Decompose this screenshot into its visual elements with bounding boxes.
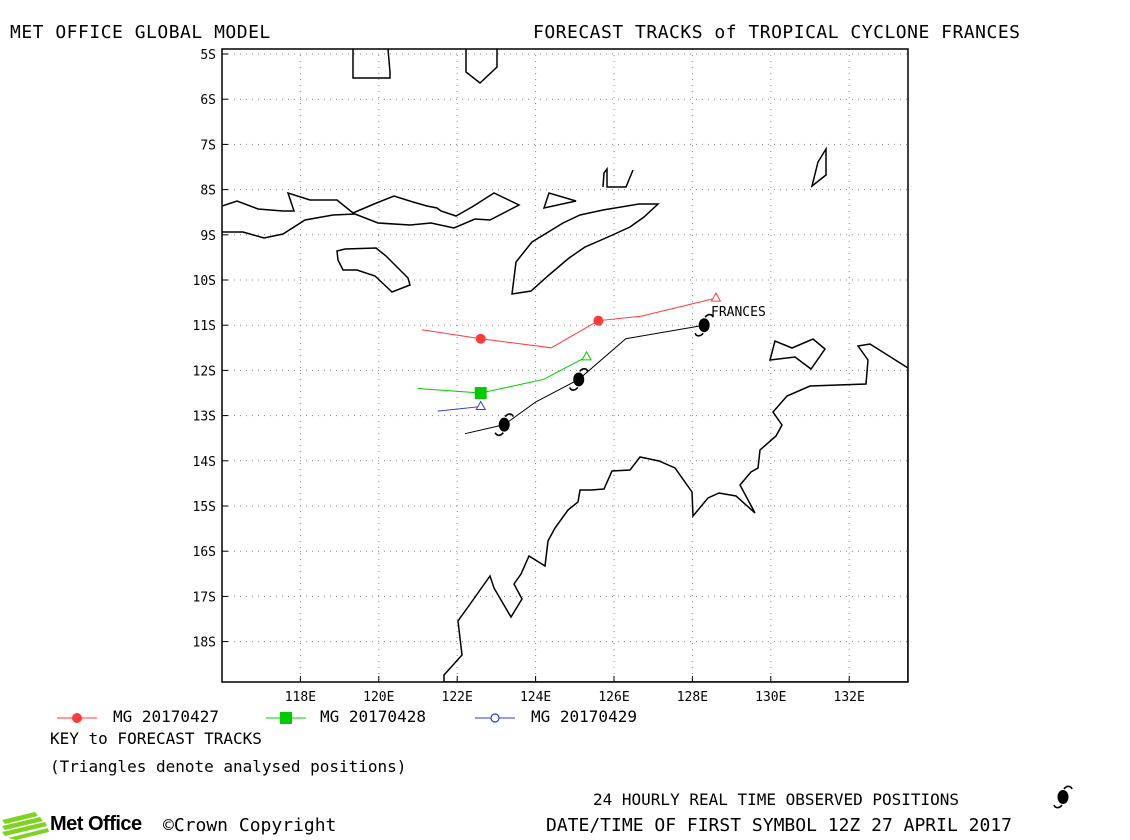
map-frame	[221, 48, 909, 683]
coastline-timor	[511, 203, 660, 295]
coastlines	[222, 49, 908, 682]
tick-label-lat: 14S	[193, 455, 216, 470]
forecast-track-line	[437, 406, 481, 412]
key-title: KEY to FORECAST TRACKS	[50, 729, 262, 748]
cyclone-symbol-body	[573, 372, 585, 387]
forecast-tracks	[417, 292, 722, 437]
coastline-flores-timor-west	[222, 191, 521, 239]
cyclone-symbol-arm	[704, 313, 714, 318]
legend-marker	[490, 713, 500, 723]
chart-title: FORECAST TRACKS of TROPICAL CYCLONE FRAN…	[533, 22, 1021, 43]
copyright-notice: ©Crown Copyright	[163, 815, 337, 836]
coastline-tanimbar	[810, 146, 827, 188]
legend-label-mg20170429: MG 20170429	[531, 707, 637, 726]
analysed-position-triangle	[475, 400, 487, 411]
legend-marker	[72, 713, 82, 723]
tick-label-lat: 8S	[200, 184, 216, 199]
coastline-australia	[443, 343, 908, 682]
cyclone-symbol-arm	[494, 432, 504, 437]
axis-tick-labels: 5S 6S 7S 8S 9S 10S 11S 12S 13S 14S 15S 16S 17S 18S 118…	[193, 48, 865, 705]
tick-label-lon: 120E	[363, 690, 394, 705]
tick-label-lat: 10S	[193, 274, 216, 289]
forecast-track-line	[421, 297, 717, 349]
legend-marker	[280, 712, 292, 724]
coastline-island-top-2	[465, 49, 498, 84]
map-grid	[222, 49, 908, 682]
cyclone-symbol-icon	[1053, 785, 1073, 809]
tick-label-lon: 130E	[755, 690, 786, 705]
tick-label-lat: 7S	[200, 138, 216, 153]
analysed-position-triangle	[581, 350, 592, 361]
tick-label-lat: 11S	[193, 319, 216, 334]
tick-label-lon: 132E	[834, 690, 865, 705]
legend-markers	[57, 712, 515, 724]
tick-label-lat: 18S	[193, 636, 216, 651]
observed-track-line	[464, 324, 705, 435]
tick-label-lat: 9S	[200, 229, 216, 244]
cyclone-symbol-icon	[694, 313, 714, 337]
coastline-small-island	[542, 192, 577, 210]
tick-label-lon: 118E	[285, 690, 316, 705]
tick-label-lat: 12S	[193, 364, 216, 379]
forecast-track-line	[417, 356, 587, 394]
tick-label-lon: 126E	[598, 690, 629, 705]
met-office-logo-icon	[2, 812, 49, 840]
legend-label-mg20170428: MG 20170428	[320, 707, 426, 726]
coastline-wetar	[602, 166, 634, 188]
cyclone-symbol-icon	[494, 413, 514, 437]
forecast-track-marker	[593, 315, 604, 326]
cyclone-symbol-arm	[579, 368, 589, 372]
coastline-island-top-1	[352, 49, 391, 79]
tick-label-lat: 6S	[200, 93, 216, 108]
forecast-track-marker	[474, 387, 487, 399]
tick-label-lat: 5S	[200, 48, 216, 63]
tick-label-lon: 122E	[442, 690, 473, 705]
analysed-position-triangle	[710, 292, 722, 302]
tick-label-lat: 15S	[193, 500, 216, 515]
coastline-islet	[768, 338, 827, 371]
cyclone-symbol-arm	[694, 332, 704, 337]
storm-name-label: FRANCES	[711, 305, 766, 320]
cyclone-symbol-body	[698, 318, 710, 333]
observed-positions-label: 24 HOURLY REAL TIME OBSERVED POSITIONS	[593, 790, 960, 809]
forecast-track-marker	[475, 333, 486, 344]
tick-label-lat: 13S	[193, 410, 216, 425]
cyclone-symbol-body	[498, 417, 510, 432]
cyclone-symbol-arm	[504, 413, 514, 418]
key-note: (Triangles denote analysed positions)	[50, 757, 407, 776]
tick-label-lat: 16S	[193, 545, 216, 560]
tick-label-lon: 124E	[520, 690, 551, 705]
cyclone-symbol-arm	[568, 386, 579, 391]
first-symbol-datetime: DATE/TIME OF FIRST SYMBOL 12Z 27 APRIL 2…	[546, 815, 1012, 836]
cyclone-symbol-icon	[568, 368, 589, 391]
tick-label-lon: 128E	[677, 690, 708, 705]
model-title: MET OFFICE GLOBAL MODEL	[10, 22, 271, 43]
tick-label-lat: 17S	[193, 590, 216, 605]
met-office-logo-text: Met Office	[50, 813, 142, 835]
coastline-sumba	[336, 247, 411, 293]
legend-label-mg20170427: MG 20170427	[113, 707, 219, 726]
